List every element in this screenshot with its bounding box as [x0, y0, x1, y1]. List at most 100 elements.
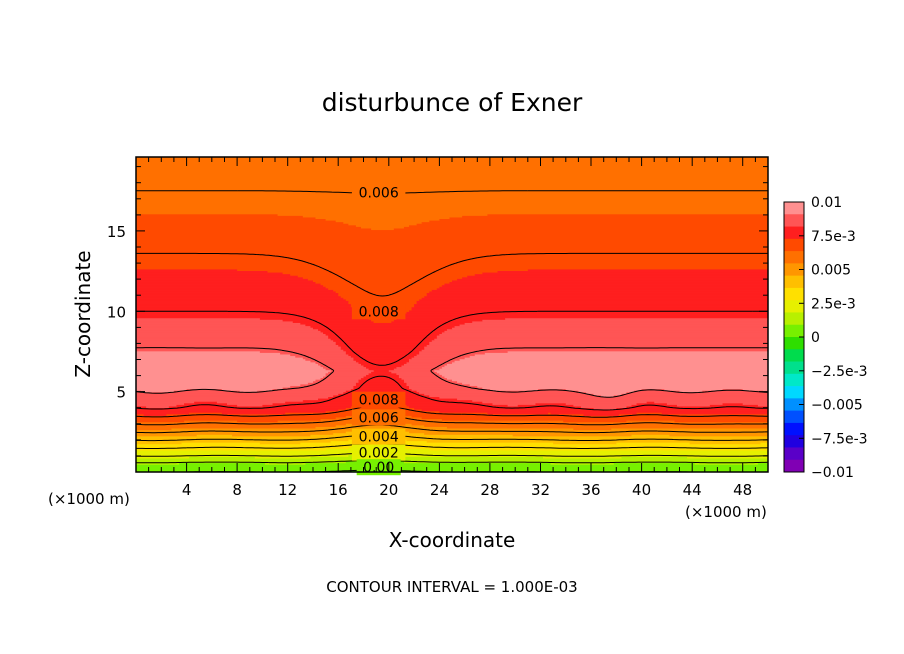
contour-cell [136, 161, 768, 164]
contour-cell [406, 404, 509, 407]
contour-cell [429, 290, 768, 294]
contour-cell [353, 386, 410, 390]
contour-label-bg [351, 391, 406, 408]
contour-cell [290, 353, 349, 357]
contour-cell [457, 380, 768, 383]
contour-cell [421, 221, 768, 224]
contour-cell [136, 210, 768, 213]
contour-label-bg [351, 409, 406, 426]
contour-label: 0.006 [359, 410, 399, 426]
contour-cell [136, 464, 768, 467]
contour-cell [563, 420, 628, 423]
contour-line [136, 424, 768, 434]
contour-cell [323, 331, 443, 334]
contour-cell [136, 301, 349, 305]
contour-cell [136, 208, 768, 212]
contour-cell [136, 429, 362, 432]
contour-cell [136, 361, 317, 364]
contour-cell [553, 442, 617, 445]
contour-cell [136, 375, 324, 379]
contour-label-bg [351, 444, 406, 461]
contour-cell [136, 232, 768, 235]
contour-cell [136, 267, 768, 270]
y-tick-label: 5 [116, 384, 126, 402]
contour-cell [636, 412, 663, 415]
contour-cell [350, 388, 413, 391]
contour-cell [184, 402, 228, 405]
contour-cell [136, 306, 355, 309]
contour-cell [462, 215, 768, 218]
contour-cell [184, 420, 238, 423]
contour-cell [136, 213, 279, 216]
contour-cell [136, 254, 768, 257]
contour-cell [439, 218, 768, 221]
contour-cell [136, 182, 768, 185]
contour-cell [446, 377, 768, 380]
x-tick-label: 32 [531, 481, 550, 499]
x-tick-label: 12 [278, 481, 297, 499]
contour-cell [315, 361, 360, 364]
contour-cell [424, 432, 768, 435]
contour-line [136, 443, 768, 449]
contour-cell [373, 369, 390, 372]
contour-cell [136, 275, 299, 278]
contour-cell [328, 336, 438, 339]
contour-cell [136, 410, 327, 413]
x-tick-label: 28 [480, 481, 499, 499]
contour-cell [439, 410, 768, 413]
contour-cell [439, 286, 768, 289]
contour-cell [277, 213, 488, 216]
contour-cell [136, 175, 768, 179]
contour-cell [409, 224, 768, 227]
contour-cell [136, 243, 768, 246]
contour-cell [398, 316, 768, 319]
contour-cell [239, 390, 258, 393]
contour-cell [136, 179, 768, 182]
x-tick-label: 48 [733, 481, 752, 499]
contour-label: 0.006 [359, 185, 399, 201]
contour-cell [168, 405, 352, 409]
contour-cell [353, 357, 413, 360]
contour-cell [312, 327, 453, 330]
contour-cell [426, 344, 768, 347]
contour-cell [315, 281, 451, 284]
contour-cell [136, 231, 768, 234]
contour-cell [464, 322, 768, 325]
contour-cell [136, 432, 334, 435]
contour-cell [310, 325, 456, 328]
contour-cell [136, 342, 337, 346]
contour-cell [424, 295, 768, 298]
contour-cell [325, 218, 440, 221]
contour-cell [166, 413, 357, 416]
contour-cell [421, 297, 768, 300]
contour-cell [441, 418, 768, 421]
contour-cell [497, 270, 768, 273]
y-axis: 5 10 15 [107, 166, 768, 457]
contour-cell [136, 199, 768, 202]
colorbar-segment [784, 349, 804, 362]
contour-cell [305, 462, 552, 465]
contour-cell [343, 297, 423, 300]
contour-cell [406, 311, 768, 314]
contour-cell [282, 319, 372, 322]
contour-cell [613, 394, 768, 397]
contour-cell [391, 396, 440, 399]
contour-cell [227, 402, 274, 405]
contour-cell [221, 388, 274, 391]
contour-cell [136, 237, 768, 240]
contour-cell [613, 462, 696, 465]
contour-cell [136, 248, 768, 251]
contour-cell [403, 363, 448, 366]
contour-cell [310, 456, 544, 459]
contour-cell [492, 402, 537, 405]
contour-cell [259, 442, 301, 445]
contour-cell [757, 404, 768, 407]
contour-cell [426, 292, 768, 295]
colorbar-label: 0 [811, 330, 820, 346]
contour-cell [136, 193, 768, 196]
x-tick-label: 24 [430, 481, 449, 499]
contour-cell [358, 380, 405, 383]
x-unit-right: (×1000 m) [685, 503, 767, 521]
contour-cell [136, 448, 327, 451]
contour-cell [136, 265, 768, 268]
